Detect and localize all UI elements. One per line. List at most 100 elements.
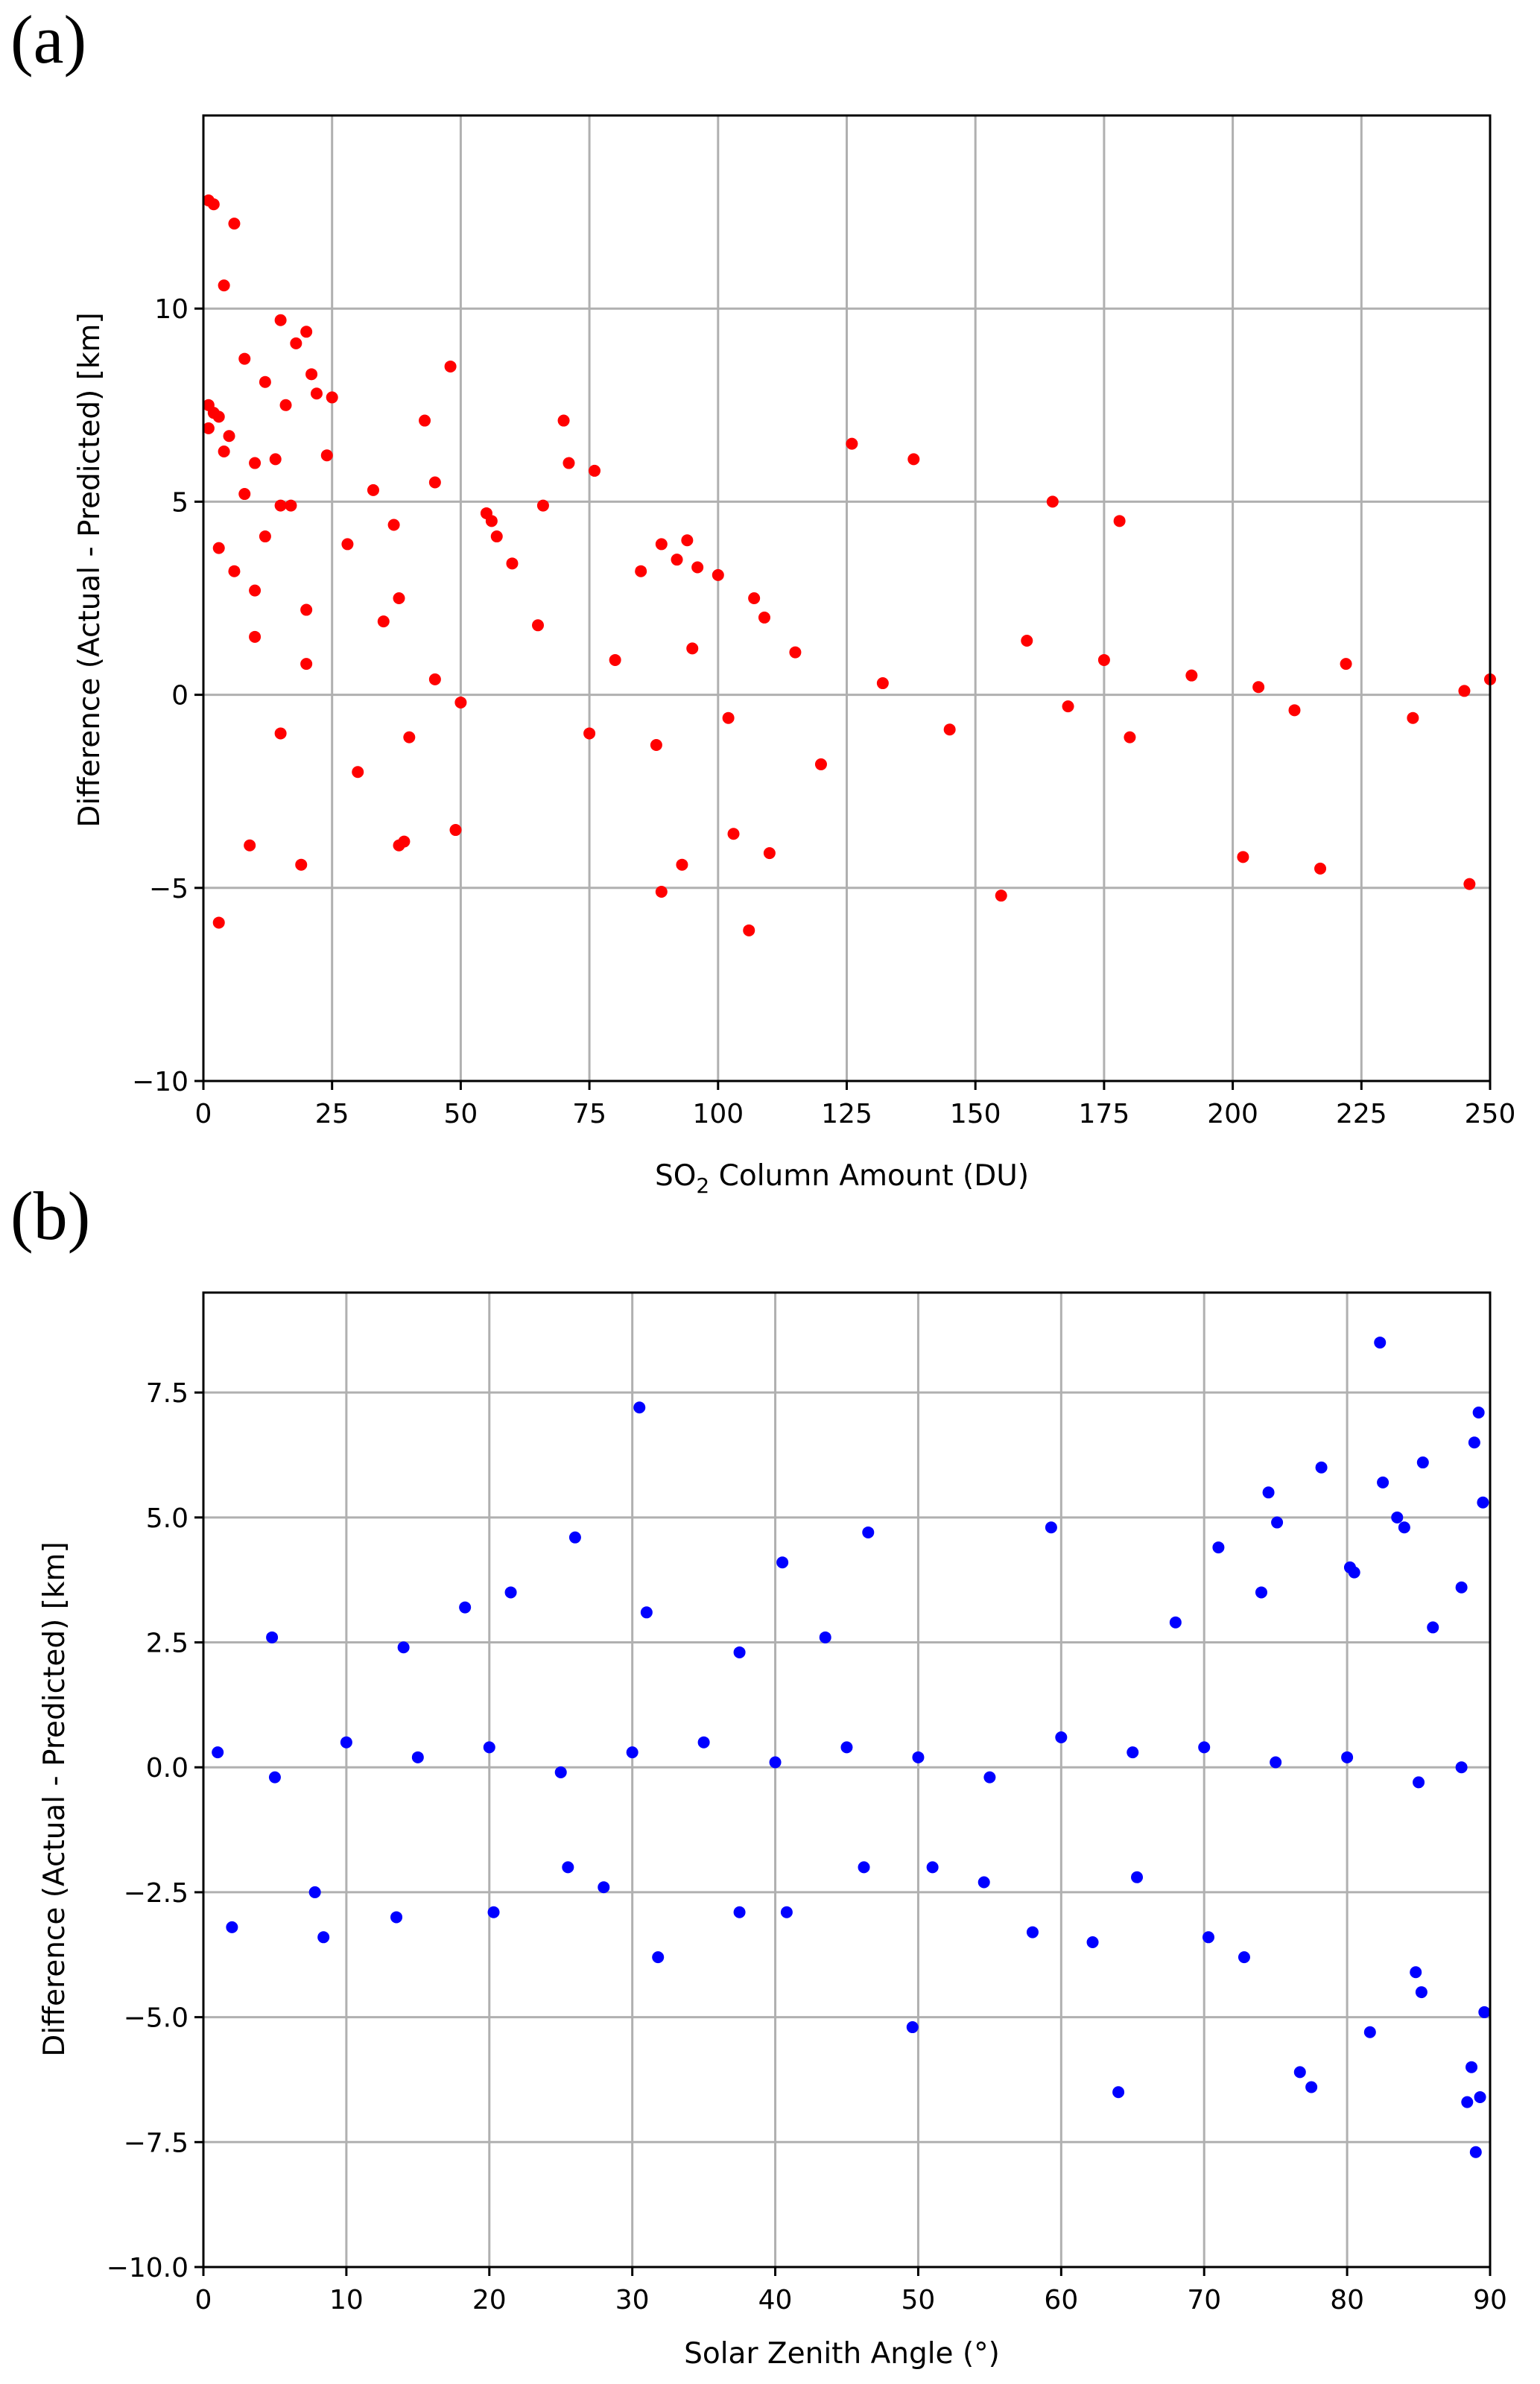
panel-b-point — [1086, 1936, 1099, 1948]
panel-a-ytick-label: 5 — [171, 487, 188, 518]
scatter-panel-a: (a) 0 25 50 75 100 125 150 175 200 225 250 −10 −5 0 5 1… — [10, 1, 1515, 1198]
panel-b-point — [1341, 1751, 1354, 1763]
panel-b-point — [1374, 1337, 1387, 1349]
panel-a-point — [583, 727, 596, 740]
panel-a-point — [1463, 878, 1476, 890]
panel-a-point — [758, 611, 770, 624]
panel-a-xtick-label: 50 — [443, 1099, 478, 1129]
panel-a-point — [655, 885, 668, 898]
panel-a-point — [326, 391, 338, 404]
panel-a-point — [995, 890, 1007, 902]
panel-a-point — [290, 337, 302, 349]
panel-a-point — [259, 375, 271, 388]
panel-a-point — [341, 538, 354, 551]
panel-a-xtick-label: 250 — [1465, 1099, 1516, 1129]
panel-b-point — [1391, 1511, 1404, 1524]
panel-b-point — [1212, 1541, 1225, 1554]
panel-a-point — [814, 758, 827, 770]
panel-b-point — [1363, 2026, 1376, 2038]
panel-b-ytick-label: 2.5 — [146, 1629, 188, 1659]
panel-b-point — [459, 1601, 472, 1614]
panel-b-point — [1262, 1486, 1275, 1499]
panel-a-point — [269, 453, 282, 466]
panel-b-point — [1271, 1516, 1284, 1529]
panel-a-point — [305, 368, 318, 381]
panel-a-point — [532, 619, 545, 632]
panel-a-point — [249, 630, 262, 643]
panel-a-point — [285, 499, 297, 512]
panel-b-point — [840, 1741, 853, 1754]
panel-b-plot: 0 10 20 30 40 50 60 70 80 90 −10.0 −7.5 −5.0 −2.5 0.0 2… — [107, 1291, 1507, 2315]
panel-a-point — [300, 658, 313, 670]
panel-a-point — [398, 835, 411, 848]
panel-a-point — [557, 414, 570, 427]
panel-a-point — [249, 457, 262, 469]
panel-b-point — [912, 1751, 925, 1763]
panel-b-ytick-label: 5.0 — [146, 1503, 188, 1534]
panel-a-xtick-label: 75 — [572, 1099, 606, 1129]
panel-a-point — [249, 584, 262, 597]
panel-a-xtick-label: 125 — [821, 1099, 872, 1129]
panel-b-xtick-label: 80 — [1330, 2285, 1364, 2315]
panel-b-point — [858, 1861, 870, 1874]
panel-a-point — [907, 453, 920, 466]
panel-b-point — [977, 1876, 990, 1889]
panel-a-label: (a) — [10, 1, 86, 77]
panel-b-point — [1198, 1741, 1211, 1754]
panel-a-point — [320, 449, 333, 462]
panel-a-point — [428, 673, 441, 685]
panel-a-point — [238, 488, 251, 501]
panel-b-point — [1045, 1521, 1057, 1534]
panel-b-ylabel: Difference (Actual - Predicted) [km] — [38, 1541, 72, 2056]
panel-b-point — [411, 1751, 424, 1763]
panel-a-point — [485, 515, 498, 527]
panel-b-xtick-label: 50 — [901, 2285, 936, 2315]
panel-a-point — [1046, 495, 1059, 508]
panel-b-point — [390, 1911, 403, 1924]
panel-a-point — [650, 738, 662, 751]
panel-a-point — [490, 530, 503, 543]
panel-a-xtick-label: 225 — [1336, 1099, 1387, 1129]
panel-b-point — [212, 1746, 224, 1759]
panel-a-point — [244, 839, 256, 852]
panel-b-point — [226, 1921, 238, 1933]
panel-a-ytick-label: −10 — [132, 1067, 188, 1097]
panel-a-point — [763, 847, 776, 860]
panel-b-xtick-label: 10 — [329, 2285, 364, 2315]
panel-b-xtick-label: 20 — [472, 2285, 507, 2315]
panel-b-point — [862, 1526, 875, 1538]
panel-a-point — [712, 568, 724, 581]
panel-a-point — [846, 437, 858, 450]
panel-a-xtick-label: 150 — [950, 1099, 1001, 1129]
panel-a-point — [1340, 658, 1352, 670]
panel-a-point — [1097, 653, 1110, 666]
panel-b-point — [1465, 2061, 1478, 2073]
panel-b-point — [780, 1906, 793, 1918]
panel-b-point — [598, 1881, 610, 1894]
panel-a-point — [403, 731, 416, 744]
panel-b-point — [1112, 2086, 1125, 2099]
panel-b-point — [1468, 1436, 1480, 1449]
panel-a-point — [228, 218, 241, 230]
panel-a-point — [1021, 635, 1033, 647]
panel-a-point — [1062, 700, 1074, 713]
panel-b-point — [1410, 1966, 1422, 1979]
panel-a-point — [310, 387, 323, 400]
panel-b-label: (b) — [10, 1178, 90, 1254]
panel-b-point — [266, 1631, 279, 1643]
panel-b-point — [1348, 1566, 1360, 1579]
panel-b-point — [268, 1771, 281, 1784]
panel-a-point — [748, 592, 761, 604]
panel-b-point — [652, 1951, 665, 1964]
panel-b-point — [1202, 1931, 1214, 1944]
panel-a-point — [589, 464, 601, 477]
panel-b-point — [1255, 1586, 1267, 1599]
panel-b-point — [1469, 2146, 1482, 2158]
panel-a-point — [655, 538, 668, 551]
panel-b-point — [1427, 1621, 1439, 1634]
panel-b-point — [1131, 1871, 1144, 1883]
panel-a-point — [943, 723, 956, 736]
panel-b-point — [983, 1771, 996, 1784]
panel-a-point — [212, 916, 225, 929]
